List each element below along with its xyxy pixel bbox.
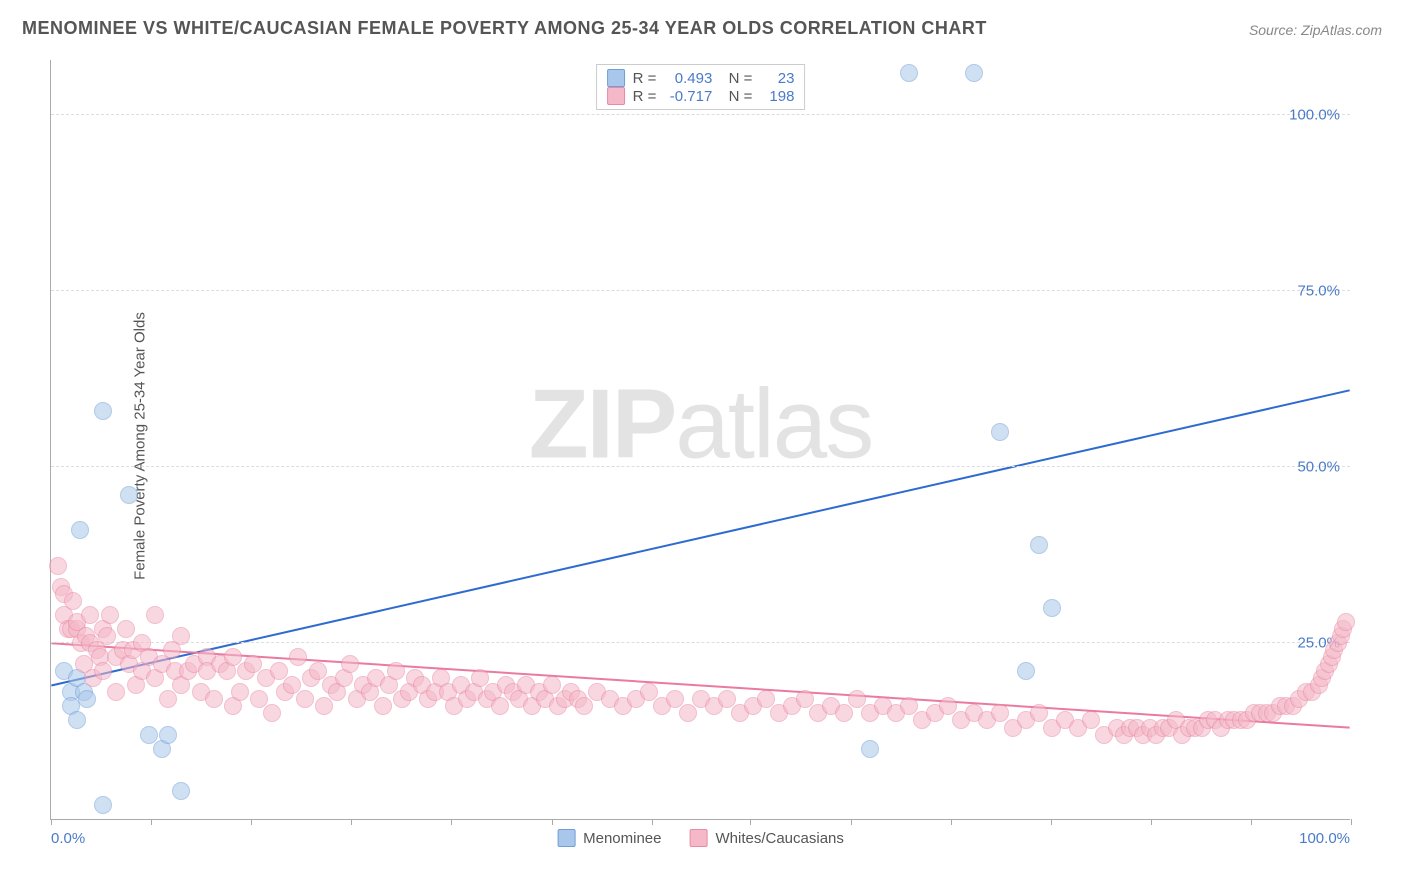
- x-tick: [951, 819, 952, 825]
- data-point: [49, 557, 67, 575]
- data-point: [387, 662, 405, 680]
- gridline: [51, 290, 1350, 291]
- series-swatch: [607, 87, 625, 105]
- data-point: [146, 606, 164, 624]
- x-tick: [351, 819, 352, 825]
- data-point: [64, 592, 82, 610]
- stat-r-value: -0.717: [664, 88, 712, 105]
- data-point: [159, 690, 177, 708]
- gridline: [51, 114, 1350, 115]
- data-point: [861, 740, 879, 758]
- x-tick: [151, 819, 152, 825]
- data-point: [315, 697, 333, 715]
- x-tick: [1351, 819, 1352, 825]
- x-axis-max-label: 100.0%: [1299, 830, 1350, 847]
- data-point: [107, 683, 125, 701]
- stat-n-label: N =: [720, 88, 752, 105]
- data-point: [94, 662, 112, 680]
- watermark-light: atlas: [675, 369, 872, 479]
- correlation-stats-box: R = 0.493 N = 23 R = -0.717 N = 198: [596, 64, 806, 110]
- data-point: [205, 690, 223, 708]
- data-point: [835, 704, 853, 722]
- data-point: [491, 697, 509, 715]
- data-point: [965, 64, 983, 82]
- legend-label: Whites/Caucasians: [716, 830, 844, 847]
- legend-swatch: [690, 829, 708, 847]
- data-point: [101, 606, 119, 624]
- legend-item: Menominee: [557, 829, 661, 847]
- y-tick-label: 100.0%: [1289, 107, 1340, 124]
- data-point: [575, 697, 593, 715]
- source-prefix: Source:: [1249, 22, 1301, 38]
- data-point: [1030, 536, 1048, 554]
- x-tick: [1251, 819, 1252, 825]
- x-tick: [1151, 819, 1152, 825]
- data-point: [159, 726, 177, 744]
- legend-label: Menominee: [583, 830, 661, 847]
- data-point: [1337, 613, 1355, 631]
- stat-n-label: N =: [720, 70, 752, 87]
- y-tick-label: 75.0%: [1297, 283, 1340, 300]
- source-name: ZipAtlas.com: [1301, 22, 1382, 38]
- data-point: [71, 521, 89, 539]
- stat-row: R = -0.717 N = 198: [607, 87, 795, 105]
- data-point: [94, 796, 112, 814]
- y-tick-label: 50.0%: [1297, 459, 1340, 476]
- data-point: [98, 627, 116, 645]
- x-tick: [451, 819, 452, 825]
- gridline: [51, 642, 1350, 643]
- data-point: [1017, 662, 1035, 680]
- x-tick: [750, 819, 751, 825]
- stat-n-value: 198: [760, 88, 794, 105]
- stat-row: R = 0.493 N = 23: [607, 69, 795, 87]
- stat-r-label: R =: [633, 88, 657, 105]
- stat-r-label: R =: [633, 70, 657, 87]
- legend: Menominee Whites/Caucasians: [557, 829, 844, 847]
- data-point: [991, 423, 1009, 441]
- data-point: [172, 627, 190, 645]
- data-point: [94, 402, 112, 420]
- legend-item: Whites/Caucasians: [690, 829, 844, 847]
- data-point: [900, 64, 918, 82]
- stat-r-value: 0.493: [664, 70, 712, 87]
- x-tick: [851, 819, 852, 825]
- legend-swatch: [557, 829, 575, 847]
- data-point: [679, 704, 697, 722]
- x-tick: [51, 819, 52, 825]
- x-tick: [552, 819, 553, 825]
- watermark: ZIPatlas: [529, 368, 872, 481]
- scatter-plot-area: ZIPatlas R =0.493 N =23R =-0.717 N =198 …: [50, 60, 1350, 820]
- x-axis-min-label: 0.0%: [51, 830, 85, 847]
- x-tick: [251, 819, 252, 825]
- data-point: [120, 486, 138, 504]
- data-point: [68, 711, 86, 729]
- data-point: [341, 655, 359, 673]
- data-point: [172, 782, 190, 800]
- data-point: [374, 697, 392, 715]
- x-tick: [1051, 819, 1052, 825]
- data-point: [117, 620, 135, 638]
- chart-title: MENOMINEE VS WHITE/CAUCASIAN FEMALE POVE…: [22, 18, 987, 39]
- source-attribution: Source: ZipAtlas.com: [1249, 22, 1382, 38]
- data-point: [289, 648, 307, 666]
- x-tick: [652, 819, 653, 825]
- stat-n-value: 23: [760, 70, 794, 87]
- data-point: [78, 690, 96, 708]
- data-point: [263, 704, 281, 722]
- data-point: [1043, 599, 1061, 617]
- data-point: [231, 683, 249, 701]
- gridline: [51, 466, 1350, 467]
- data-point: [296, 690, 314, 708]
- watermark-bold: ZIP: [529, 369, 675, 479]
- series-swatch: [607, 69, 625, 87]
